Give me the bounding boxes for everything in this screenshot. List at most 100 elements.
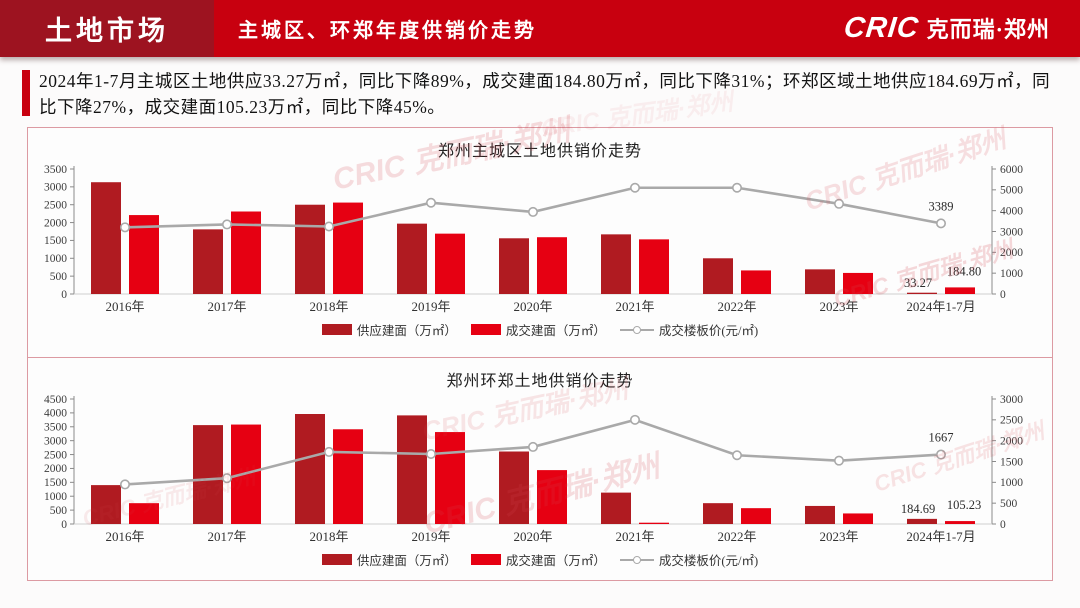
legend-item-price: 成交楼板价(元/㎡) [619, 320, 759, 339]
price-line [120, 414, 946, 490]
supply-bar [397, 415, 427, 524]
page-title: 主城区、环郑年度供销价走势 [238, 20, 537, 42]
price-point [935, 218, 946, 229]
chart-canvas-main-urban: 0 500 1000 1500 2000 2500 3000 3500 0 1000 2000 300… [44, 164, 1023, 314]
transaction-bar [129, 503, 159, 524]
transaction-bar [741, 508, 771, 524]
legend-item-transaction: 成交建面（万㎡） [470, 320, 606, 339]
svg-text:1000: 1000 [1000, 477, 1023, 489]
header-bar: 土地市场 主城区、环郑年度供销价走势 CRIC 克而瑞·郑州 [0, 0, 1080, 57]
svg-text:2000: 2000 [1000, 435, 1023, 447]
chart-panel-ring-zhengzhou: 郑州环郑土地供销价走势 0 500 1000 1500 2000 2500 3000 3500… [27, 357, 1053, 581]
price-line [120, 182, 946, 233]
svg-text:2020年: 2020年 [513, 299, 552, 314]
price-point [222, 219, 233, 230]
price-point [629, 182, 640, 193]
axes [73, 396, 993, 525]
price-point [323, 221, 334, 232]
svg-text:1500: 1500 [1000, 456, 1023, 468]
legend-item-supply: 供应建面（万㎡） [321, 320, 457, 339]
svg-text:3000: 3000 [1000, 226, 1023, 238]
supply-bar [295, 204, 325, 294]
transaction-bar [945, 521, 975, 524]
summary-accent-bar [22, 70, 30, 116]
supply-swatch-icon [321, 554, 352, 565]
svg-text:4000: 4000 [1000, 205, 1023, 217]
supply-bar [907, 292, 937, 294]
summary-block: 2024年1-7月主城区土地供应33.27万㎡，同比下降89%，成交建面184.… [22, 68, 1056, 120]
transaction-bar [843, 513, 873, 524]
svg-text:2023年: 2023年 [819, 299, 858, 314]
svg-text:1000: 1000 [44, 253, 67, 265]
legend-item-transaction: 成交建面（万㎡） [470, 550, 606, 569]
svg-text:2019年: 2019年 [411, 299, 450, 314]
price-line-swatch-icon [619, 325, 654, 334]
bars-supply [91, 182, 937, 294]
chart-title-main-urban: 郑州主城区土地供销价走势 [437, 143, 642, 160]
price-point [527, 206, 538, 217]
transaction-bar [639, 522, 669, 524]
svg-text:0: 0 [1000, 289, 1006, 301]
price-point [120, 222, 131, 233]
price-point [425, 197, 436, 208]
supply-bar [397, 223, 427, 294]
legend-label-price: 成交楼板价(元/㎡) [658, 554, 759, 568]
transaction-bar [639, 239, 669, 294]
summary-text: 2024年1-7月主城区土地供应33.27万㎡，同比下降89%，成交建面184.… [39, 71, 1051, 117]
chart-canvas-ring-zhengzhou: 0500100015002000250030003500400045000500… [44, 394, 1023, 544]
price-point [120, 479, 131, 490]
svg-text:2500: 2500 [1000, 415, 1023, 427]
svg-text:3500: 3500 [44, 164, 67, 176]
supply-bar [601, 234, 631, 294]
chart-panel-main-urban: 郑州主城区土地供销价走势 0 500 1000 1500 2000 2500 3000 350… [27, 127, 1053, 358]
transaction-bar [435, 432, 465, 524]
legend-item-supply: 供应建面（万㎡） [321, 550, 457, 569]
svg-text:3000: 3000 [44, 435, 67, 447]
price-point [731, 450, 742, 461]
svg-text:2018年: 2018年 [309, 529, 348, 544]
legend-label-price: 成交楼板价(元/㎡) [658, 324, 759, 338]
x-axis-labels: 2016年 2017年 2018年 2019年 2020年 2021年 2022年 2023年… [105, 529, 975, 544]
supply-bar [703, 258, 733, 294]
svg-text:2000: 2000 [44, 463, 67, 475]
cric-logo: CRIC 克而瑞·郑州 [842, 12, 1050, 45]
svg-text:0: 0 [61, 289, 67, 301]
price-point [222, 473, 233, 484]
price-point [527, 441, 538, 452]
transaction-bar [741, 270, 771, 294]
svg-text:33.27: 33.27 [904, 276, 932, 290]
bars-transaction [129, 424, 975, 524]
chart-title-ring-zhengzhou: 郑州环郑土地供销价走势 [446, 373, 634, 390]
price-point [323, 446, 334, 457]
legend-label-supply: 供应建面（万㎡） [356, 554, 457, 568]
supply-swatch-icon [321, 324, 352, 335]
svg-text:2020年: 2020年 [513, 529, 552, 544]
svg-text:3000: 3000 [1000, 394, 1023, 406]
price-point [629, 414, 640, 425]
svg-text:0: 0 [1000, 519, 1006, 531]
section-label: 土地市场 [0, 0, 214, 57]
supply-bar [193, 425, 223, 524]
svg-text:2021年: 2021年 [615, 529, 654, 544]
supply-bar [907, 518, 937, 524]
price-point [935, 449, 946, 460]
data-labels: 184.69 105.23 1667 [901, 431, 981, 516]
svg-text:1000: 1000 [44, 491, 67, 503]
price-point [425, 448, 436, 459]
svg-text:2023年: 2023年 [819, 529, 858, 544]
svg-text:4500: 4500 [44, 394, 67, 406]
right-axis-labels: 0 500 1000 1500 2000 2500 3000 [992, 394, 1023, 531]
supply-bar [703, 503, 733, 524]
supply-bar [91, 485, 121, 524]
svg-text:3500: 3500 [44, 422, 67, 434]
header-title-area: 主城区、环郑年度供销价走势 CRIC 克而瑞·郑州 [214, 0, 1080, 57]
svg-text:2500: 2500 [44, 200, 67, 212]
cric-logo-mark: CRIC [842, 12, 921, 44]
svg-text:6000: 6000 [1000, 164, 1023, 176]
svg-text:1500: 1500 [44, 235, 67, 247]
transaction-swatch-icon [470, 554, 501, 565]
svg-text:2017年: 2017年 [207, 529, 246, 544]
data-labels: 33.27 184.80 3389 [904, 199, 981, 289]
